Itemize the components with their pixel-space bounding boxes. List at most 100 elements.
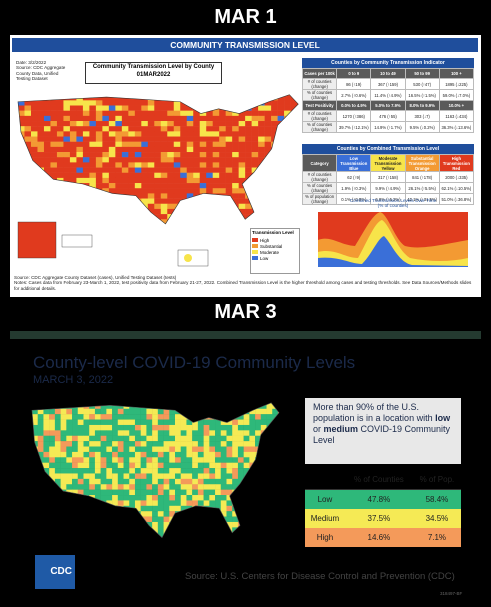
county [258,110,265,117]
county [158,544,164,550]
county [89,516,96,523]
county [160,105,168,111]
county [63,214,71,220]
county [43,419,50,426]
county [277,484,279,490]
table-cell: # of counties (change) [301,110,338,122]
county [134,131,142,137]
county [82,172,90,179]
county [219,193,226,199]
county [209,521,216,528]
county [102,152,110,158]
county [129,532,136,538]
county [37,402,44,404]
county [89,146,97,153]
county [134,489,141,496]
county [66,532,73,538]
county [18,172,25,179]
county [18,162,25,168]
county [272,430,279,436]
county [258,167,265,173]
county [129,495,136,501]
county [173,94,181,96]
county [134,157,142,163]
county [186,544,192,550]
county [212,94,220,96]
county [258,105,265,111]
county [102,208,110,215]
county [215,430,222,436]
county [128,172,136,179]
county [193,141,201,148]
county [186,489,193,496]
county [277,511,279,517]
county [238,136,246,142]
county [30,126,38,132]
county [180,157,188,163]
county [186,110,194,117]
table-row: Cases per 100k 0 to 9 10 to 49 50 to 99 100 … [301,68,475,79]
county [128,203,136,210]
county [197,468,204,474]
county [212,115,220,122]
county [140,402,147,404]
county [95,131,103,137]
county [43,152,51,158]
county [277,403,279,410]
county [43,208,51,215]
county [54,521,61,528]
county [89,126,97,132]
county [56,203,64,210]
county [203,495,210,501]
county [112,462,119,469]
county [192,403,199,410]
county [249,424,256,431]
county [30,121,38,127]
county [108,188,116,194]
county [197,473,204,480]
county [220,446,227,453]
county [169,408,176,415]
county [24,198,32,204]
county [152,484,159,490]
county [106,511,113,517]
legend-label: Low [260,255,269,261]
county [243,489,250,496]
county [37,188,45,194]
county [238,172,246,179]
county [89,532,96,538]
county [192,532,199,538]
county [89,414,96,420]
county [102,177,110,184]
county [238,544,244,550]
legend-label: High [260,237,270,243]
county [83,500,90,507]
county [180,146,188,153]
county [198,538,204,544]
county [56,183,64,189]
county [121,198,129,204]
county [154,230,161,235]
county [152,424,159,431]
county [115,115,123,122]
county [244,544,250,550]
county [243,430,250,436]
county [220,462,227,469]
county [123,408,130,415]
county [238,193,246,199]
trend-titles: Combined Transmission Levels Over Time (… [318,198,468,209]
county [251,95,259,101]
county [167,177,175,184]
county [152,544,158,550]
county [141,157,149,163]
county [82,121,90,127]
county [129,451,136,458]
county [226,516,233,523]
county [134,484,141,490]
county [147,219,155,224]
county [226,441,233,447]
county [186,198,194,204]
county [215,424,222,431]
county [167,167,175,173]
